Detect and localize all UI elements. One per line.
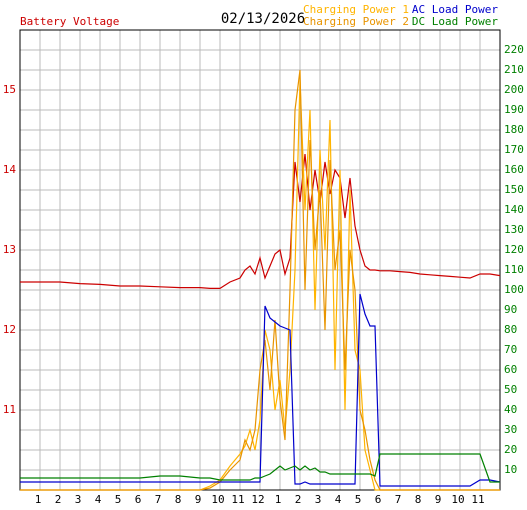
x-tick-label: 10 bbox=[211, 493, 224, 506]
y-tick-label: 15 bbox=[3, 83, 16, 96]
x-tick-label: 4 bbox=[335, 493, 342, 506]
x-tick-label: 3 bbox=[75, 493, 82, 506]
legend-entry: Charging Power 1 bbox=[303, 3, 409, 16]
y2-tick-label: 140 bbox=[504, 203, 524, 216]
x-tick-label: 3 bbox=[315, 493, 322, 506]
legend-entry: AC Load Power bbox=[412, 3, 498, 16]
series-line bbox=[20, 69, 500, 491]
y2-tick-label: 100 bbox=[504, 283, 524, 296]
x-tick-label: 9 bbox=[435, 493, 442, 506]
y2-tick-label: 190 bbox=[504, 103, 524, 116]
y2-tick-label: 180 bbox=[504, 123, 524, 136]
x-tick-label: 8 bbox=[415, 493, 422, 506]
legend-entry: Charging Power 2 bbox=[303, 15, 409, 28]
y2-tick-label: 60 bbox=[504, 363, 517, 376]
y2-tick-label: 30 bbox=[504, 423, 517, 436]
x-tick-label: 9 bbox=[195, 493, 202, 506]
x-tick-label: 10 bbox=[451, 493, 464, 506]
y2-tick-label: 70 bbox=[504, 343, 517, 356]
x-tick-label: 11 bbox=[471, 493, 484, 506]
y-tick-label: 13 bbox=[3, 243, 16, 256]
y2-tick-label: 80 bbox=[504, 323, 517, 336]
legend-entry: DC Load Power bbox=[412, 15, 498, 28]
x-tick-label: 5 bbox=[355, 493, 362, 506]
y2-tick-label: 130 bbox=[504, 223, 524, 236]
series-line bbox=[20, 153, 501, 289]
x-tick-label: 1 bbox=[275, 493, 282, 506]
y2-tick-label: 150 bbox=[504, 183, 524, 196]
x-tick-label: 7 bbox=[395, 493, 402, 506]
x-tick-label: 6 bbox=[135, 493, 142, 506]
y2-tick-label: 170 bbox=[504, 143, 524, 156]
y2-tick-label: 210 bbox=[504, 63, 524, 76]
x-tick-label: 4 bbox=[95, 493, 102, 506]
x-tick-label: 6 bbox=[375, 493, 382, 506]
y2-tick-label: 110 bbox=[504, 263, 524, 276]
y2-tick-label: 50 bbox=[504, 383, 517, 396]
y2-tick-label: 10 bbox=[504, 463, 517, 476]
x-tick-label: 7 bbox=[155, 493, 162, 506]
x-tick-label: 1 bbox=[35, 493, 42, 506]
y-tick-label: 14 bbox=[3, 163, 17, 176]
y-tick-label: 12 bbox=[3, 323, 16, 336]
y2-tick-label: 40 bbox=[504, 403, 517, 416]
plot-frame bbox=[19, 29, 501, 491]
x-tick-label: 2 bbox=[295, 493, 302, 506]
y2-tick-label: 160 bbox=[504, 163, 524, 176]
y-tick-label: 11 bbox=[3, 403, 16, 416]
x-tick-label: 2 bbox=[55, 493, 62, 506]
series-line bbox=[20, 453, 500, 483]
x-tick-label: 11 bbox=[231, 493, 244, 506]
x-tick-label: 5 bbox=[115, 493, 122, 506]
x-tick-label: 8 bbox=[175, 493, 182, 506]
y2-tick-label: 120 bbox=[504, 243, 524, 256]
y2-tick-label: 20 bbox=[504, 443, 517, 456]
y2-tick-label: 200 bbox=[504, 83, 524, 96]
y2-tick-label: 90 bbox=[504, 303, 517, 316]
y2-tick-label: 220 bbox=[504, 43, 524, 56]
chart-title: 02/13/2026 bbox=[221, 11, 305, 27]
x-tick-label: 12 bbox=[251, 493, 264, 506]
legend-entry: Battery Voltage bbox=[20, 15, 119, 28]
series-line bbox=[20, 293, 501, 487]
